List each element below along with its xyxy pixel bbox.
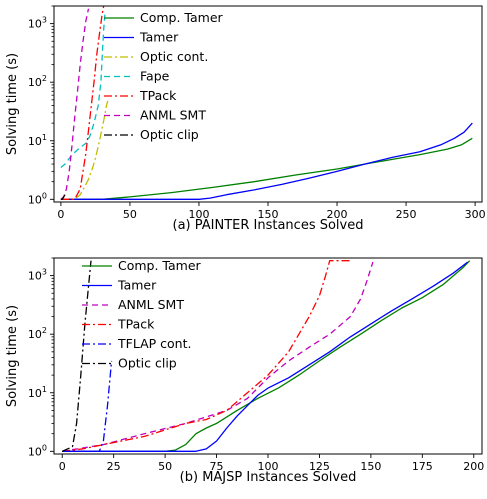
x-tick-label: 100 xyxy=(258,460,279,473)
series-line-tflap-cont- xyxy=(62,360,113,452)
x-tick-label: 50 xyxy=(123,208,137,221)
legend-label: Optic cont. xyxy=(140,49,208,64)
legend-label: Optic clip xyxy=(140,127,199,142)
legend-label: Fape xyxy=(140,69,170,84)
legend-label: TPack xyxy=(117,317,155,332)
legend-label: Comp. Tamer xyxy=(140,10,224,25)
x-tick-label: 125 xyxy=(309,460,330,473)
series-line-anml-smt xyxy=(60,8,90,200)
series-line-fape xyxy=(60,11,106,169)
legend-label: ANML SMT xyxy=(140,108,206,123)
y-tick-label: 101 xyxy=(28,385,47,400)
x-tick-label: 150 xyxy=(258,208,279,221)
series-line-optic-cont- xyxy=(60,100,109,200)
legend-label: Tamer xyxy=(117,278,157,293)
series-line-tamer xyxy=(60,122,473,200)
series-line-tamer xyxy=(62,261,468,452)
x-tick-label: 200 xyxy=(327,208,348,221)
y-tick-label: 100 xyxy=(28,443,47,458)
series-line-optic-clip xyxy=(60,194,66,200)
legend-label: TFLAP cont. xyxy=(117,336,191,351)
legend-label: Tamer xyxy=(139,30,179,45)
x-tick-label: 150 xyxy=(360,460,381,473)
plot-frame xyxy=(53,257,483,455)
y-tick-label: 101 xyxy=(28,133,47,148)
x-tick-label: 0 xyxy=(59,460,66,473)
chart-panel-a: 100 101 102 103 0 50 100 150 200 250 300 Comp. Tame… xyxy=(5,5,486,233)
x-tick-label: 300 xyxy=(465,208,486,221)
series-line-tpack xyxy=(60,6,105,200)
y-tick-label: 102 xyxy=(28,326,47,341)
y-tick-label: 102 xyxy=(28,74,47,89)
x-tick-label: 0 xyxy=(57,208,64,221)
plot-frame xyxy=(53,5,483,203)
x-tick-label: 50 xyxy=(158,460,172,473)
series-line-optic-clip xyxy=(61,260,92,452)
chart-caption: (a) PAINTER Instances Solved xyxy=(173,218,364,233)
legend-label: Optic clip xyxy=(118,356,177,371)
legend-label: ANML SMT xyxy=(118,297,184,312)
series-line-anml-smt xyxy=(62,261,374,452)
legend-label: Comp. Tamer xyxy=(118,258,202,273)
x-tick-label: 25 xyxy=(107,460,121,473)
x-tick-label: 100 xyxy=(188,208,209,221)
y-axis-title: Solving time (s) xyxy=(5,53,20,155)
x-tick-label: 250 xyxy=(396,208,417,221)
chart-caption: (b) MAJSP Instances Solved xyxy=(180,470,357,485)
y-tick-label: 100 xyxy=(28,191,47,206)
y-axis-title: Solving time (s) xyxy=(5,305,20,407)
series-line-comp-tamer xyxy=(60,137,473,200)
series-line-tpack xyxy=(62,260,351,452)
x-tick-label: 75 xyxy=(210,460,224,473)
legend-label: TPack xyxy=(139,88,177,103)
x-tick-label: 200 xyxy=(463,460,484,473)
chart-panel-b: 100 101 102 103 0 25 50 75 100 125 150 175 200 Comp. … xyxy=(5,257,484,485)
y-tick-label: 103 xyxy=(28,16,47,31)
y-tick-label: 103 xyxy=(28,268,47,283)
x-tick-label: 175 xyxy=(412,460,433,473)
series-line-comp-tamer xyxy=(62,260,471,452)
